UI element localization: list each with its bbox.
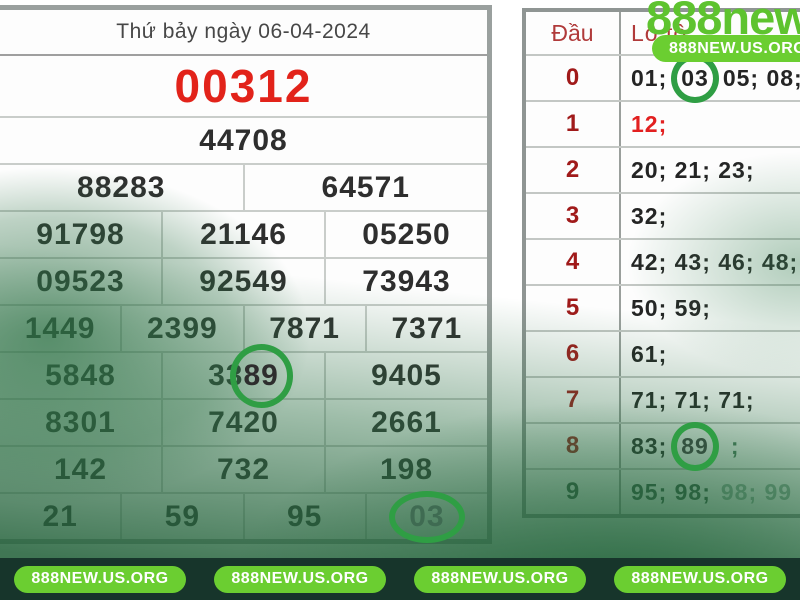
dau-row-5: 5 50; 59; <box>526 284 800 330</box>
dau-digit: 2 <box>526 148 621 192</box>
prize-number-highlighted: 03 <box>364 490 487 543</box>
prize-number: 9405 <box>324 353 487 398</box>
lo-numbers: 95; 98; 98; 99 <box>621 470 800 514</box>
circled-number-03: 03 <box>671 53 719 103</box>
prize-number: 59 <box>120 494 242 539</box>
prize-number: 21 <box>42 499 78 533</box>
prize1-row: 44708 <box>0 116 487 163</box>
prize1-value: 44708 <box>199 123 288 157</box>
lo-text-faded: 98; 99 <box>720 478 793 505</box>
dau-row-3: 3 32; <box>526 192 800 238</box>
lo-numbers: 20; 21; 23; <box>631 156 755 183</box>
prize-number-highlighted: 33 89 <box>161 343 324 408</box>
prize3-row-1: 91798 21146 05250 <box>0 210 487 257</box>
lo-numbers: 50; 59; <box>631 294 711 321</box>
dau-lo-table: Đầu Lô tô 0 01; 03 05; 08; 1 12; 2 20; 2… <box>522 8 800 518</box>
special-prize-row: 00312 <box>0 54 487 116</box>
special-prize-value: 00312 <box>174 60 313 112</box>
prize5-row-2: 8301 7420 2661 <box>0 398 487 445</box>
footer-url-badge: 888NEW.US.ORG <box>14 565 186 593</box>
lo-text: 83; <box>631 432 668 459</box>
prize-number: 732 <box>161 447 324 492</box>
prize3-row-2: 09523 92549 73943 <box>0 257 487 304</box>
circled-number-89: 89 <box>671 421 719 471</box>
prize-number: 198 <box>324 447 487 492</box>
lo-numbers: 12; <box>631 110 668 137</box>
date-header: Thứ bảy ngày 06-04-2024 <box>0 10 487 54</box>
prize5-row-1: 5848 33 89 9405 <box>0 343 487 408</box>
circled-number-89: 89 <box>229 343 294 408</box>
dau-digit: 8 <box>526 424 621 468</box>
lo-numbers: 32; <box>631 202 668 229</box>
lo-numbers: 71; 71; 71; <box>631 386 755 413</box>
lo-text: 05; 08; <box>722 64 800 91</box>
prize-number: 7420 <box>161 400 324 445</box>
prize-number: 2661 <box>324 400 487 445</box>
dau-row-4: 4 42; 43; 46; 48; 4 <box>526 238 800 284</box>
dau-digit: 7 <box>526 378 621 422</box>
prize-number: 1449 <box>24 311 96 345</box>
dau-row-9: 9 95; 98; 98; 99 <box>526 468 800 514</box>
prize4-row: 1449 2399 7871 7371 <box>0 304 487 351</box>
dau-row-7: 7 71; 71; 71; <box>526 376 800 422</box>
prize-number: 7371 <box>364 306 487 351</box>
lo-text: 95; 98; <box>631 478 711 505</box>
date-title: Thứ bảy ngày 06-04-2024 <box>116 20 371 43</box>
lo-numbers: 01; 03 05; 08; <box>621 53 800 103</box>
lo-numbers: 42; 43; 46; 48; 4 <box>631 248 800 275</box>
dau-digit: 4 <box>526 240 621 284</box>
lo-text: 01; <box>631 64 668 91</box>
site-url-badge: 888NEW.US.ORG <box>652 35 800 62</box>
dau-digit: 0 <box>526 56 621 100</box>
dau-digit: 6 <box>526 332 621 376</box>
prize2-row: 88283 64571 <box>0 163 487 210</box>
prize-number: 92549 <box>161 259 324 304</box>
dau-row-2: 2 20; 21; 23; <box>526 146 800 192</box>
footer-url-badge: 888NEW.US.ORG <box>414 565 586 593</box>
prize-number: 8301 <box>45 405 116 439</box>
circled-number-03: 03 <box>388 490 466 543</box>
lo-numbers: 61; <box>631 340 668 367</box>
result-board: Thứ bảy ngày 06-04-2024 00312 44708 8828… <box>0 5 492 544</box>
footer-url-badge: 888NEW.US.ORG <box>614 565 786 593</box>
prize-number: 05250 <box>324 212 487 257</box>
prize-number: 73943 <box>324 259 487 304</box>
prize-number: 21146 <box>161 212 324 257</box>
footer-url-badge: 888NEW.US.ORG <box>214 565 386 593</box>
lo-text: ; <box>730 432 740 459</box>
prize7-row: 21 59 95 03 <box>0 490 487 543</box>
dau-row-6: 6 61; <box>526 330 800 376</box>
prize-number: 09523 <box>36 264 125 298</box>
prize-number: 95 <box>242 494 365 539</box>
col-header-dau: Đầu <box>526 12 621 54</box>
prize-number: 91798 <box>36 217 125 251</box>
dau-digit: 3 <box>526 194 621 238</box>
dau-digit: 1 <box>526 102 621 146</box>
prize-number: 142 <box>53 452 108 486</box>
prize-number: 5848 <box>45 358 116 392</box>
dau-row-1: 1 12; <box>526 100 800 146</box>
dau-digit: 9 <box>526 470 621 514</box>
prize-number: 88283 <box>77 170 166 204</box>
dau-digit: 5 <box>526 286 621 330</box>
footer-bar: 888NEW.US.ORG 888NEW.US.ORG 888NEW.US.OR… <box>0 558 800 600</box>
prize-number: 2399 <box>120 306 242 351</box>
prize6-row: 142 732 198 <box>0 445 487 492</box>
lo-numbers: 83; 89 ; <box>621 421 800 471</box>
prize-number: 64571 <box>242 165 488 210</box>
dau-row-8: 8 83; 89 ; <box>526 421 800 471</box>
